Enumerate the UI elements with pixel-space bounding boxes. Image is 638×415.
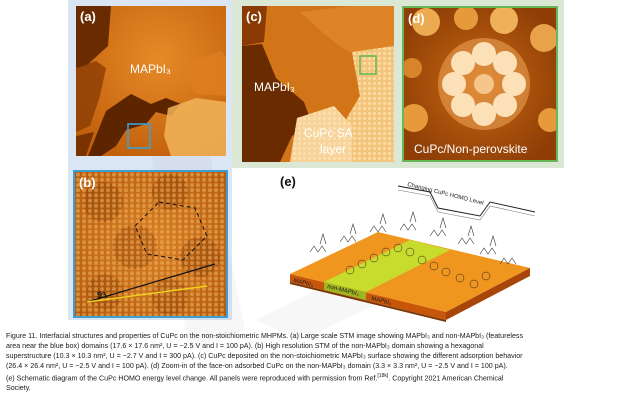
panel-a-mapbi3-label: MAPbI₃ bbox=[130, 62, 171, 76]
caption-line-6: Society. bbox=[6, 384, 31, 393]
blue-selection-box bbox=[127, 123, 151, 149]
caption-line-5b: . Copyright 2021 American Chemical bbox=[388, 374, 504, 383]
panel-b-stm-image: (b) 9° bbox=[73, 170, 228, 318]
panel-b-label: (b) bbox=[79, 175, 96, 190]
caption-line-4: (26.4 × 26.4 nm², U = −2.5 V and I = 100… bbox=[6, 362, 508, 370]
panel-c-cupc-label-line1: CuPc SA bbox=[304, 126, 353, 140]
panel-a-stm-image: (a) MAPbI₃ bbox=[76, 6, 226, 156]
panel-d-stm-image: (d) CuPc/Non-perovskite bbox=[402, 6, 558, 162]
panel-c-stm-image: (c) MAPbI₃ CuPc SA layer bbox=[242, 6, 394, 162]
figure-caption: Figure 11. Interfacial structures and pr… bbox=[6, 331, 632, 393]
panel-d-label: (d) bbox=[408, 11, 425, 26]
panel-e-schematic: (e) Changing CuPc HOMO Level MAPbI₃ non-… bbox=[280, 172, 550, 322]
panel-d-caption-label: CuPc/Non-perovskite bbox=[414, 142, 528, 156]
panel-c-mapbi3-label: MAPbI₃ bbox=[254, 80, 295, 94]
panel-e-label: (e) bbox=[280, 174, 296, 189]
panel-c-cupc-label-line2: layer bbox=[320, 142, 347, 156]
caption-ref: [18k] bbox=[377, 373, 389, 379]
panel-c-label: (c) bbox=[246, 9, 262, 24]
panel-b-angle-label: 9° bbox=[97, 290, 106, 300]
caption-line-5a: (e) Schematic diagram of the CuPc HOMO e… bbox=[6, 374, 378, 383]
caption-line-1: Figure 11. Interfacial structures and pr… bbox=[6, 332, 524, 340]
caption-line-2: area near the blue box) domains (17.6 × … bbox=[6, 342, 484, 350]
green-selection-box bbox=[359, 55, 377, 75]
caption-line-3: superstructure (10.3 × 10.3 nm², U = −2.… bbox=[6, 352, 523, 360]
panel-a-label: (a) bbox=[80, 9, 96, 24]
